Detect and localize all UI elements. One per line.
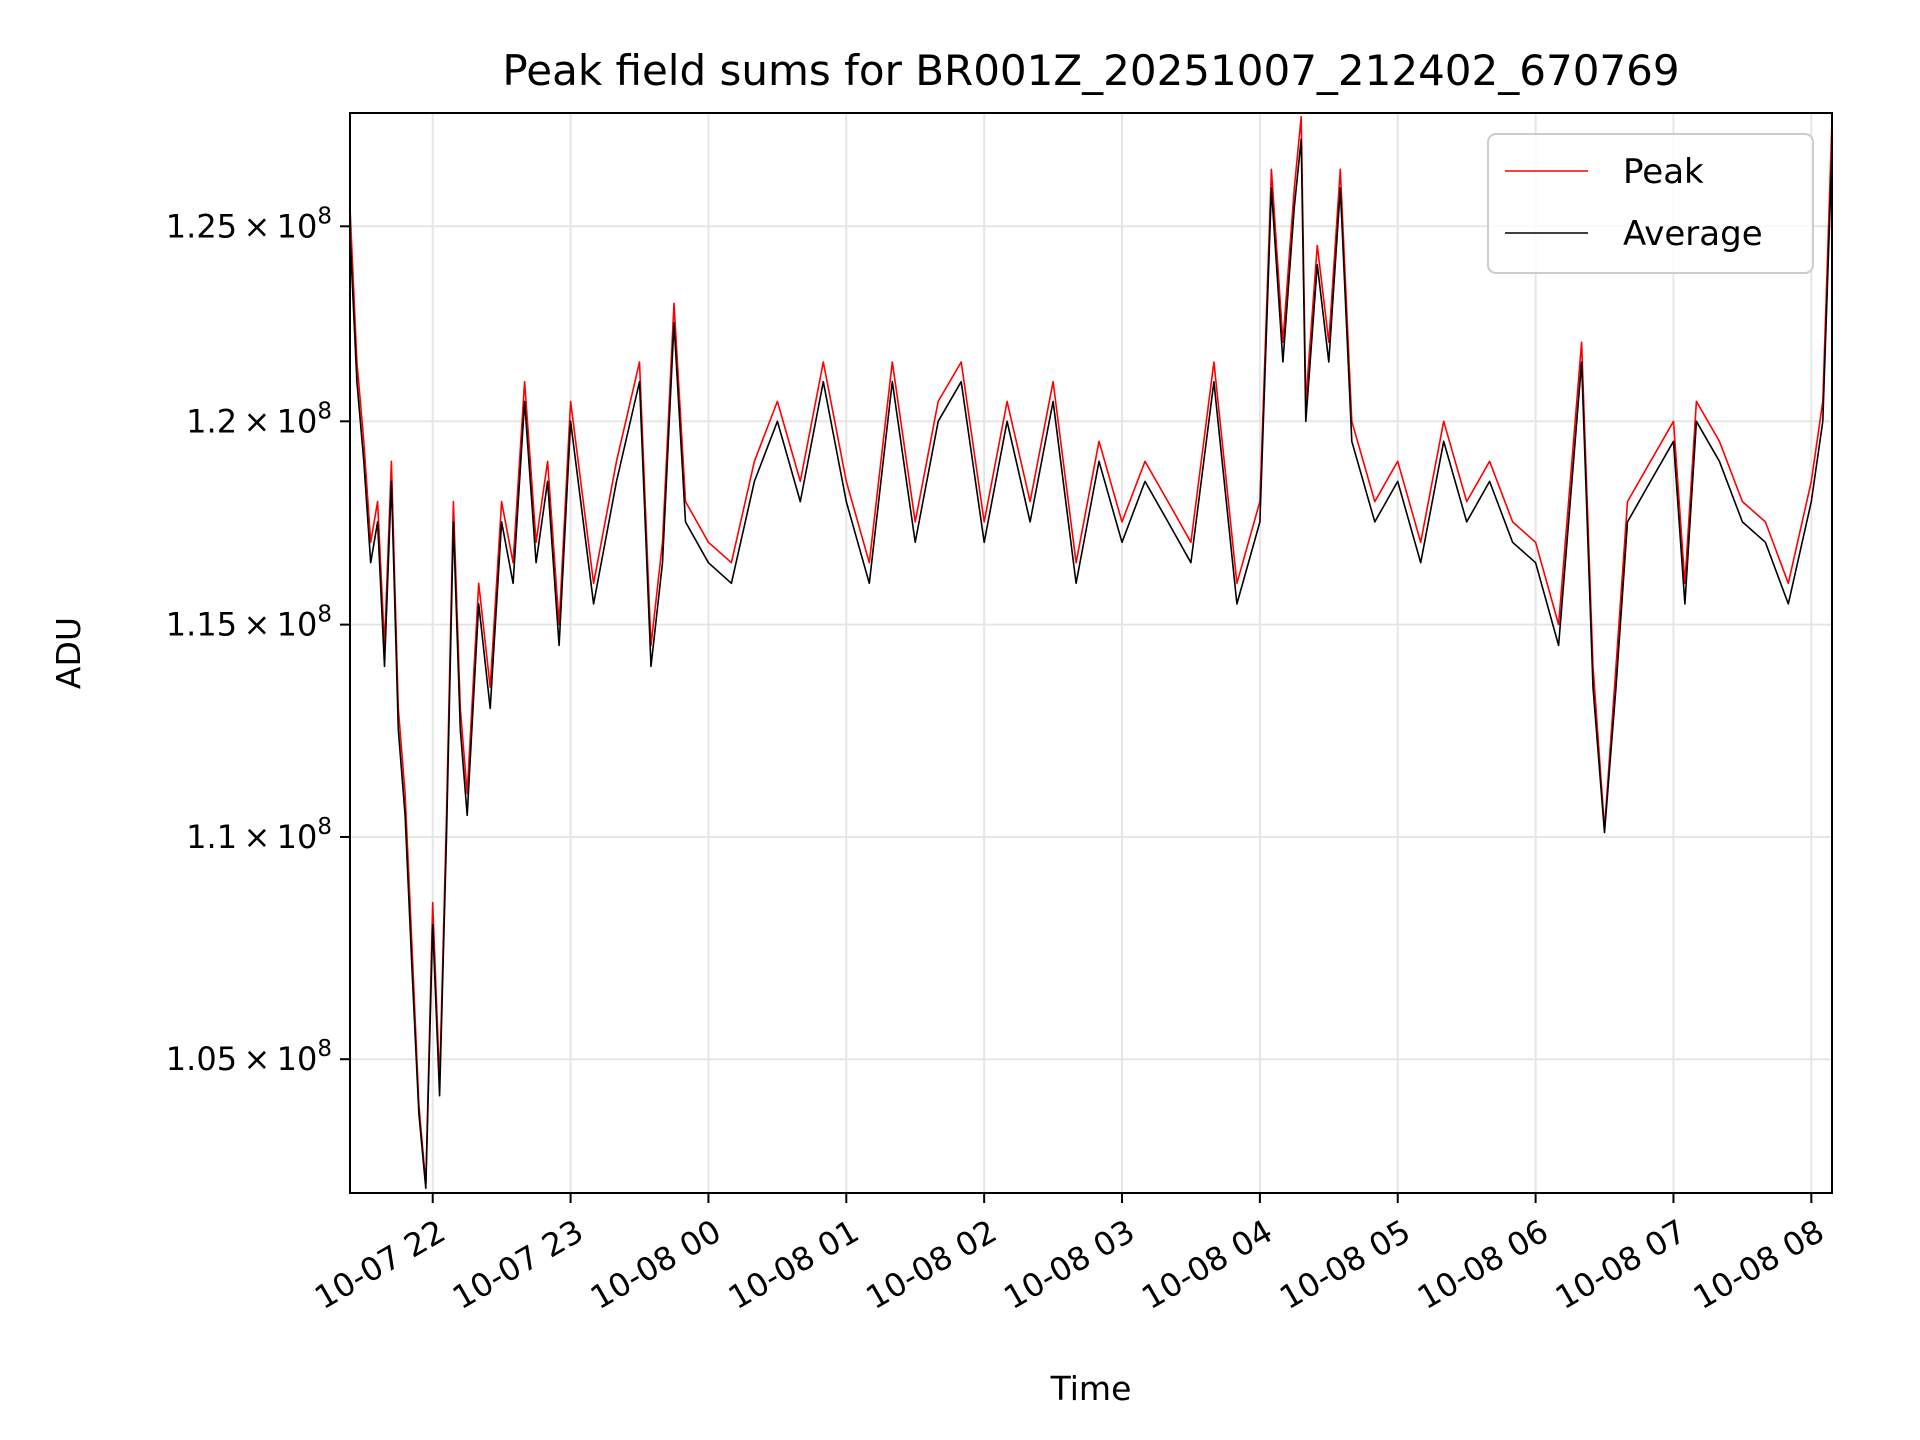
plot-frame — [349, 112, 1833, 1194]
y-tick-label: 1.25 × 108 — [166, 203, 332, 245]
y-tick-label: 1.15 × 108 — [166, 602, 332, 644]
x-axis-label: Time — [1050, 1369, 1132, 1408]
plot-area — [349, 115, 1833, 1190]
series-line-average — [349, 138, 1833, 1190]
legend-average-label: Average — [1623, 214, 1763, 254]
grid — [350, 113, 1832, 1193]
y-tick-label: 1.2 × 108 — [186, 398, 332, 440]
legend-peak-label: Peak — [1623, 152, 1704, 192]
chart-title: Peak field sums for BR001Z_20251007_2124… — [502, 46, 1679, 95]
legend: Peak Average — [1487, 133, 1814, 274]
y-tick-label: 1.05 × 108 — [166, 1036, 332, 1078]
legend-box — [1487, 133, 1814, 274]
y-tick-label: 1.1 × 108 — [186, 814, 332, 856]
y-axis: 1.05 × 108 1.1 × 108 1.15 × 108 1.2 × 108 1.… — [166, 203, 350, 1078]
y-axis-label: ADU — [49, 617, 88, 689]
